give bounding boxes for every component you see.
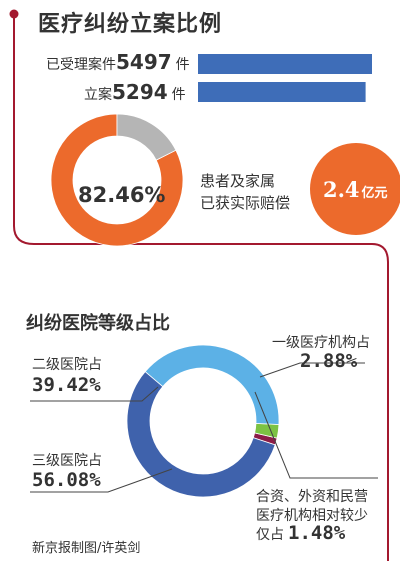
leader-lines — [30, 362, 378, 493]
compensation-unit: 亿元 — [361, 186, 388, 201]
leader-third — [30, 468, 173, 493]
compensation-line2: 已获实际赔偿 — [200, 194, 291, 212]
bar-accepted-unit: 件 — [175, 57, 190, 73]
compensation-circle — [310, 143, 400, 235]
legend-third-name: 三级医院占 — [32, 453, 102, 469]
section2-title: 纠纷医院等级占比 — [26, 313, 170, 334]
legend-first-name: 一级医疗机构占 — [272, 335, 370, 351]
compensation-value: 2.4 — [323, 177, 360, 202]
mediation-donut-slice-0 — [50, 113, 184, 247]
bar-accepted-label: 已受理案件 — [46, 57, 116, 73]
bar-filed-label: 立案 — [84, 87, 112, 103]
bar-filed-value: 5294 — [112, 80, 168, 104]
hospital-level-donut — [126, 344, 280, 498]
accent-path — [13, 14, 389, 561]
legend-second-name: 二级医院占 — [32, 357, 102, 373]
leader-second — [30, 386, 159, 402]
bar-label-accepted: 已受理案件5497 件 — [46, 50, 190, 74]
bar-label-filed: 立案5294 件 — [84, 80, 186, 104]
compensation-line1: 患者及家属 — [200, 172, 276, 190]
legend-private-line1: 合资、外资和民营 — [256, 489, 368, 505]
legend-third-value: 56.08% — [32, 469, 101, 491]
leader-private — [254, 391, 378, 479]
donut-label: 调解成功率 — [78, 163, 154, 181]
legend-private-prefix: 仅占 — [256, 527, 284, 543]
compensation-amount: 2.4 亿元 — [323, 177, 388, 202]
donut-value: 82.46% — [78, 183, 166, 207]
hospital-level-slice-2 — [126, 371, 276, 498]
legend-private-line3: 仅占 1.48% — [256, 522, 345, 544]
mediation-donut — [50, 113, 184, 247]
source-credit: 新京报制图/许英剑 — [32, 541, 141, 556]
legend-private-line2: 医疗机构相对较少 — [256, 508, 368, 524]
bar-accepted-value: 5497 — [116, 50, 172, 74]
hospital-level-slice-0 — [254, 423, 280, 439]
legend-second-value: 39.42% — [32, 374, 101, 396]
leader-first — [259, 362, 365, 378]
bar-accepted — [198, 54, 372, 74]
legend-private-value: 1.48% — [288, 522, 346, 544]
mediation-donut-slice-1 — [116, 113, 177, 161]
legend-first-value: 2.88% — [300, 350, 358, 372]
hospital-level-slice-1 — [144, 344, 280, 425]
accent-line — [9, 9, 389, 561]
bar-filed-unit: 件 — [171, 87, 186, 103]
section1-title: 医疗纠纷立案比例 — [38, 12, 223, 37]
bar-filed — [198, 82, 366, 102]
